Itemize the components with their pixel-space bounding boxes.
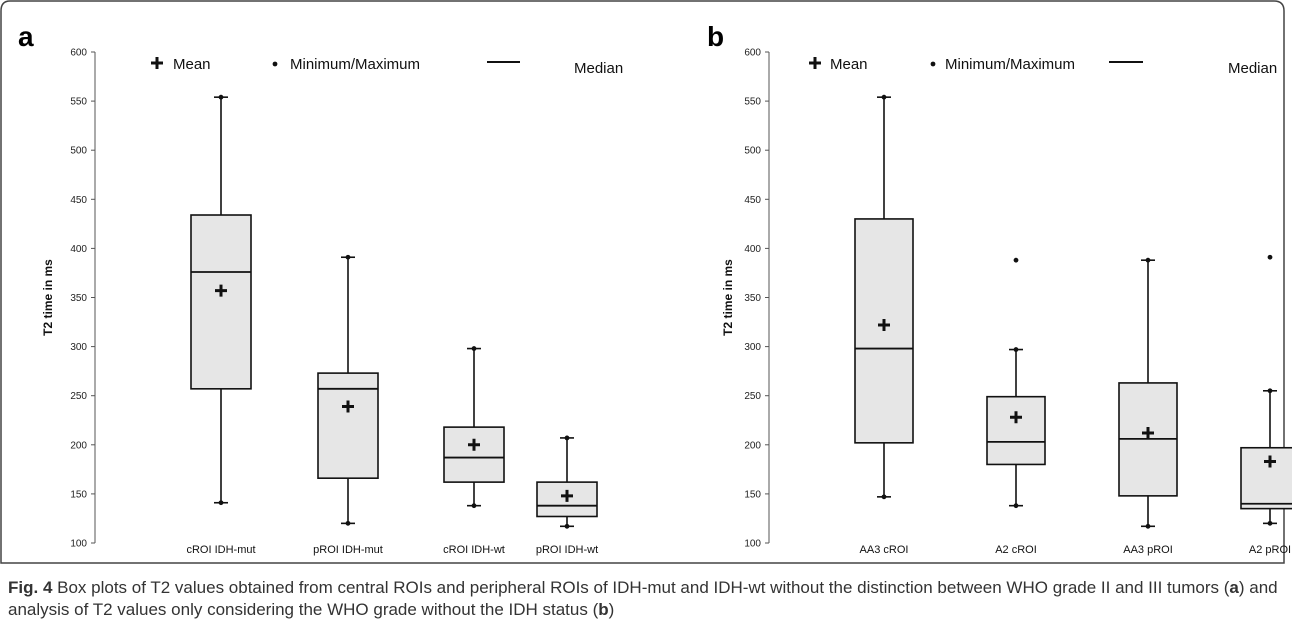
max-marker xyxy=(472,346,477,351)
caption-ref-b: b xyxy=(598,600,608,619)
y-tick-label: 350 xyxy=(744,293,761,304)
y-tick-label: 300 xyxy=(70,342,87,353)
outlier-point xyxy=(1268,255,1273,260)
min-marker xyxy=(1014,503,1019,508)
iqr-box xyxy=(191,215,251,389)
min-marker xyxy=(1146,524,1151,529)
max-marker xyxy=(1014,347,1019,352)
x-category-label: pROI IDH-mut xyxy=(313,544,383,556)
caption-text-1: Box plots of T2 values obtained from cen… xyxy=(52,578,1229,597)
y-tick-label: 100 xyxy=(744,539,761,550)
y-axis-title: T2 time in ms xyxy=(721,259,735,336)
figure-caption: Fig. 4 Box plots of T2 values obtained f… xyxy=(8,577,1278,621)
legend-mean-label: Mean xyxy=(830,56,868,73)
x-category-label: AA3 cROI xyxy=(860,544,909,556)
legend-minmax-marker xyxy=(931,62,936,67)
x-category-label: pROI IDH-wt xyxy=(536,544,598,556)
max-marker xyxy=(1268,388,1273,393)
y-tick-label: 400 xyxy=(70,244,87,255)
caption-ref-a: a xyxy=(1229,578,1238,597)
legend-mean-marker xyxy=(151,57,163,69)
legend-minmax-label: Minimum/Maximum xyxy=(290,56,420,73)
legend-mean-label: Mean xyxy=(173,56,211,73)
x-category-label: cROI IDH-mut xyxy=(186,544,255,556)
panel-b: b 100 150 200 250 300 350 400 450 500 550 600 T2 tim… xyxy=(707,21,1292,556)
y-tick-label: 550 xyxy=(70,97,87,108)
legend-median-label: Median xyxy=(1228,60,1277,77)
panel-letter: a xyxy=(18,21,34,52)
legend-mean-marker xyxy=(809,57,821,69)
y-tick-label: 350 xyxy=(70,293,87,304)
panel-letter: b xyxy=(707,21,724,52)
legend-median-label: Median xyxy=(574,60,623,77)
x-category-label: A2 pROI xyxy=(1249,544,1291,556)
caption-label: Fig. 4 xyxy=(8,578,52,597)
y-tick-label: 200 xyxy=(70,440,87,451)
min-marker xyxy=(565,524,570,529)
y-tick-label: 150 xyxy=(744,489,761,500)
max-marker xyxy=(565,436,570,441)
y-tick-label: 450 xyxy=(70,195,87,206)
iqr-box xyxy=(1241,448,1292,509)
y-tick-label: 300 xyxy=(744,342,761,353)
max-marker xyxy=(346,255,351,260)
max-marker xyxy=(882,95,887,100)
iqr-box xyxy=(987,397,1045,465)
y-tick-label: 550 xyxy=(744,97,761,108)
y-tick-label: 150 xyxy=(70,489,87,500)
caption-text-3: ) xyxy=(609,600,615,619)
y-tick-label: 600 xyxy=(744,48,761,59)
y-tick-label: 450 xyxy=(744,195,761,206)
x-category-label: cROI IDH-wt xyxy=(443,544,505,556)
min-marker xyxy=(1268,521,1273,526)
y-tick-label: 250 xyxy=(70,391,87,402)
max-marker xyxy=(219,95,224,100)
min-marker xyxy=(219,500,224,505)
max-marker xyxy=(1146,258,1151,263)
panel-a: a 100 150 200 250 300 350 400 450 500 550 600 T2 tim… xyxy=(18,21,623,556)
y-tick-label: 250 xyxy=(744,391,761,402)
y-tick-label: 500 xyxy=(744,146,761,157)
y-tick-label: 100 xyxy=(70,539,87,550)
y-tick-label: 400 xyxy=(744,244,761,255)
y-tick-label: 600 xyxy=(70,48,87,59)
min-marker xyxy=(472,503,477,508)
legend-minmax-label: Minimum/Maximum xyxy=(945,56,1075,73)
legend-minmax-marker xyxy=(273,62,278,67)
y-tick-label: 500 xyxy=(70,146,87,157)
iqr-box xyxy=(444,427,504,482)
x-category-label: AA3 pROI xyxy=(1123,544,1173,556)
y-tick-label: 200 xyxy=(744,440,761,451)
x-category-label: A2 cROI xyxy=(995,544,1037,556)
outlier-point xyxy=(1014,258,1019,263)
y-axis-title: T2 time in ms xyxy=(41,259,55,336)
min-marker xyxy=(346,521,351,526)
min-marker xyxy=(882,494,887,499)
